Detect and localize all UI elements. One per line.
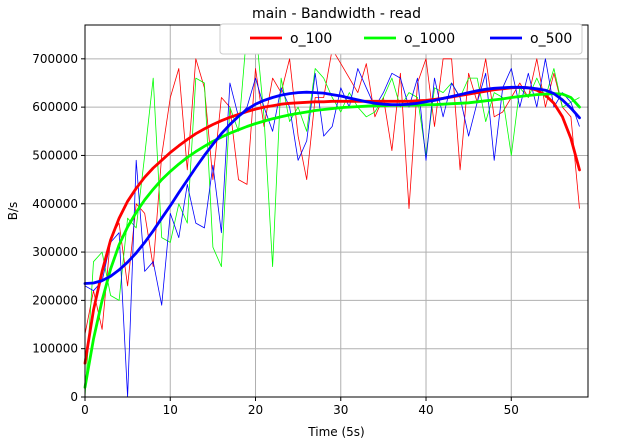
y-tick-label: 200000: [32, 293, 78, 307]
y-tick-label: 100000: [32, 342, 78, 356]
x-tick-label: 10: [163, 403, 178, 417]
raw-series-layer: [84, 24, 580, 398]
ticks: 0 10 20 30 40 50 0 100000 200000 300000 400000 5000…: [32, 52, 519, 417]
legend-label-o_500: o_500: [530, 31, 572, 47]
x-tick-label: 20: [248, 403, 263, 417]
y-axis-label: B/s: [6, 202, 20, 221]
y-tick-label: 600000: [32, 100, 78, 114]
o_1000-raw-line: [84, 24, 580, 398]
smooth-series-layer: [83, 85, 581, 389]
legend: o_100 o_1000 o_500: [219, 23, 583, 55]
chart-title: main - Bandwidth - read: [252, 6, 421, 22]
y-tick-label: 700000: [32, 52, 78, 66]
o_1000-smooth-line: [83, 92, 581, 389]
x-axis-label: Time (5s): [307, 425, 364, 439]
y-tick-label: 300000: [32, 245, 78, 259]
o_500-raw-line: [84, 58, 580, 398]
y-tick-label: 400000: [32, 197, 78, 211]
x-tick-label: 30: [333, 403, 348, 417]
o_500-smooth-line: [83, 85, 581, 285]
legend-label-o_1000: o_1000: [404, 31, 455, 47]
o_100-smooth-line: [83, 85, 581, 365]
x-tick-label: 50: [504, 403, 519, 417]
x-tick-label: 0: [81, 403, 89, 417]
y-tick-label: 0: [70, 390, 78, 404]
x-tick-label: 40: [418, 403, 433, 417]
y-tick-label: 500000: [32, 148, 78, 162]
legend-box: [219, 23, 583, 55]
legend-label-o_100: o_100: [290, 31, 332, 47]
